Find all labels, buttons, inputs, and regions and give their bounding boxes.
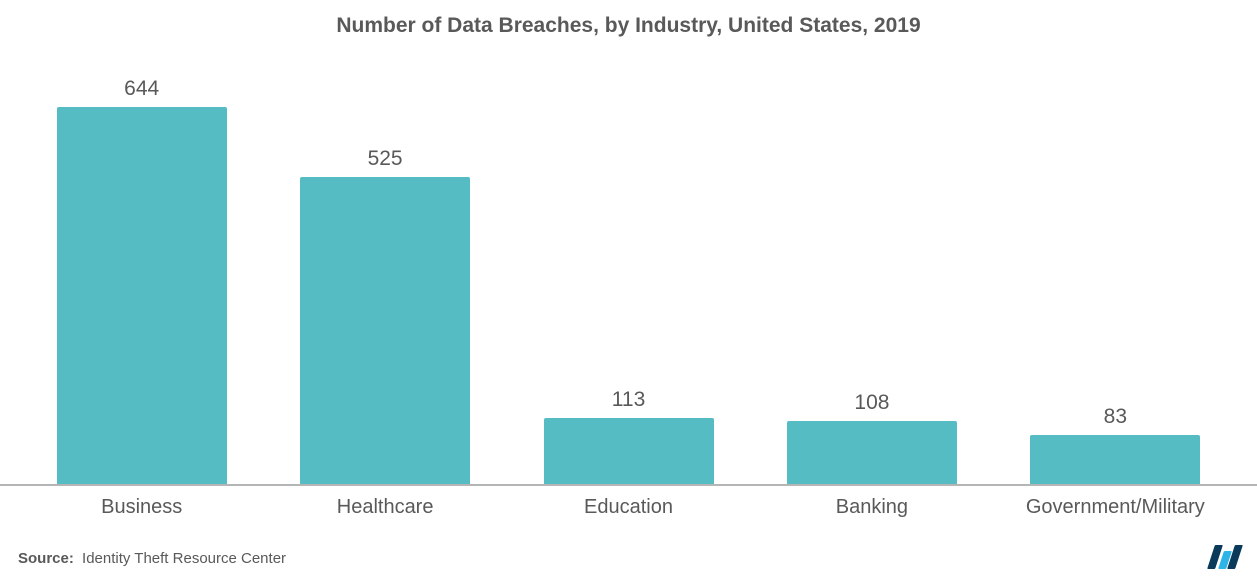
bar (544, 418, 714, 484)
x-axis-labels: BusinessHealthcareEducationBankingGovern… (0, 486, 1257, 519)
source-attribution: Source: Identity Theft Resource Center (18, 550, 286, 567)
bar-value-label: 525 (368, 147, 403, 171)
x-axis-label: Banking (750, 496, 993, 519)
bar-group: 108 (750, 46, 993, 484)
bar-group: 644 (20, 46, 263, 484)
source-label: Source: (18, 550, 74, 567)
x-axis-label: Business (20, 496, 263, 519)
source-text: Identity Theft Resource Center (82, 550, 286, 567)
x-axis-label: Government/Military (994, 496, 1237, 519)
bar-value-label: 83 (1104, 405, 1127, 429)
bar (787, 421, 957, 484)
brand-logo (1211, 545, 1239, 569)
x-axis-label: Education (507, 496, 750, 519)
bar-group: 83 (994, 46, 1237, 484)
bar-value-label: 108 (854, 391, 889, 415)
bar-chart: 644 525 113 108 83 (0, 46, 1257, 486)
bar-group: 113 (507, 46, 750, 484)
bar (1030, 435, 1200, 484)
chart-title: Number of Data Breaches, by Industry, Un… (0, 0, 1257, 46)
bar (57, 107, 227, 484)
bar-value-label: 113 (612, 388, 645, 412)
bar-group: 525 (263, 46, 506, 484)
x-axis-label: Healthcare (263, 496, 506, 519)
bar-value-label: 644 (124, 77, 159, 101)
bar (300, 177, 470, 485)
